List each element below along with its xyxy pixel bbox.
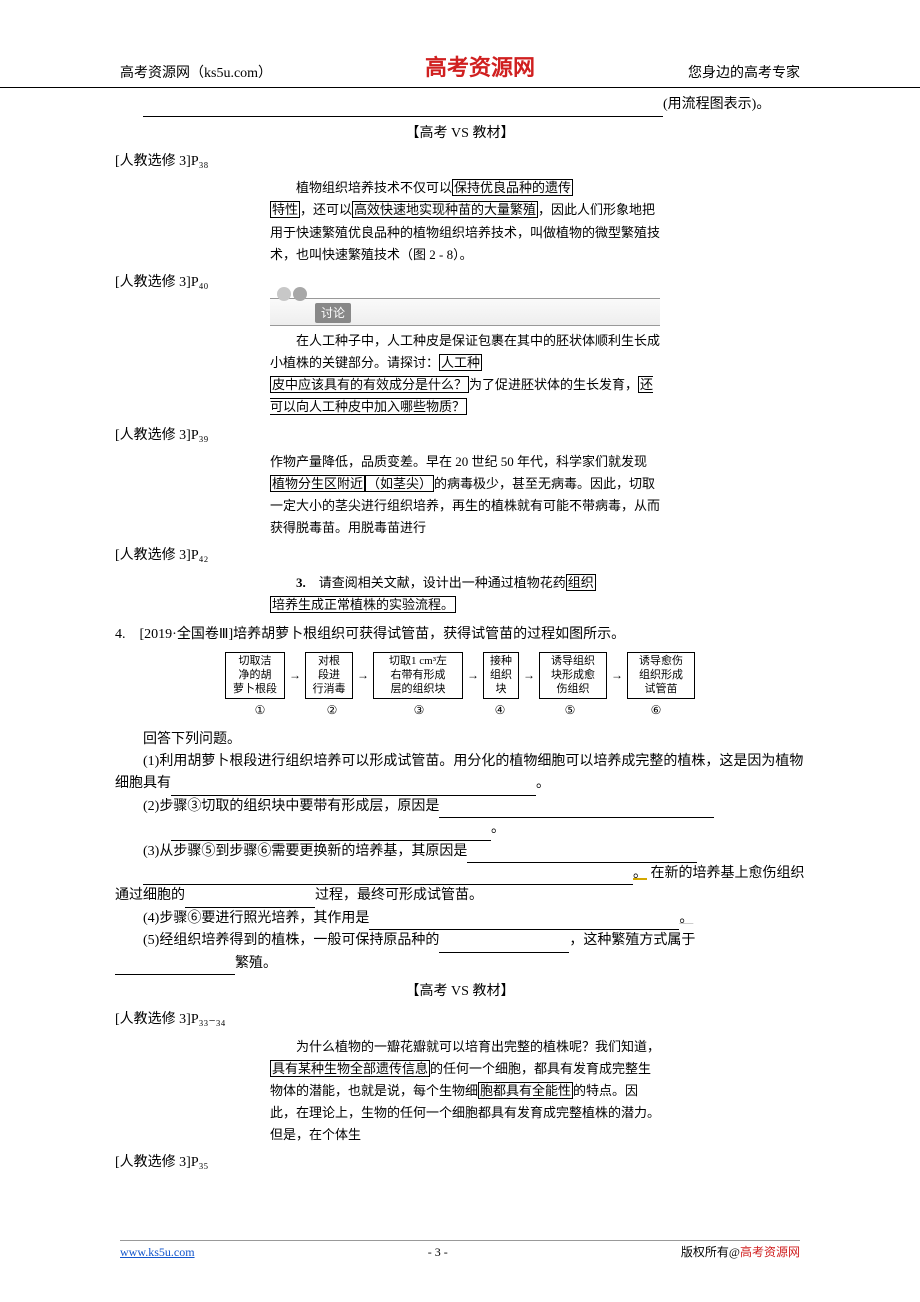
flow-box-5: 诱导组织块形成愈伤组织 — [539, 652, 607, 699]
q4-4: (4)步骤⑥要进行照光培养，其作用是。 — [115, 908, 805, 930]
q4-2: (2)步骤③切取的组织块中要带有形成层，原因是 。 — [115, 796, 805, 841]
footer-copyright: 版权所有@高考资源网 — [681, 1243, 800, 1262]
header-left: 高考资源网（ks5u.com） — [120, 63, 272, 85]
footer-url[interactable]: www.ks5u.com — [120, 1243, 195, 1262]
arrow-icon: → — [522, 666, 536, 685]
arrow-icon: → — [288, 666, 302, 685]
arrow-icon: → — [356, 666, 370, 685]
excerpt-p39: 作物产量降低，品质变差。早在 20 世纪 50 年代，科学家们就发现植物分生区附… — [270, 451, 660, 539]
ref-p39: [人教选修 3]P₃₉ — [115, 425, 805, 447]
flow-chart: 切取洁净的胡萝卜根段 → 对根段进行消毒 → 切取1 cm³左右带有形成层的组织… — [115, 652, 805, 699]
arrow-icon: → — [466, 666, 480, 685]
ref-p35: [人教选修 3]P₃₅ — [115, 1152, 805, 1174]
q4-head: 4. [2019·全国卷Ⅲ]培养胡萝卜根组织可获得试管苗，获得试管苗的过程如图所… — [115, 624, 805, 646]
ref-p40: [人教选修 3]P₄₀ — [115, 272, 805, 294]
flow-box-2: 对根段进行消毒 — [305, 652, 353, 699]
arrow-icon: → — [610, 666, 624, 685]
section-title-1: 【高考 VS 教材】 — [115, 123, 805, 145]
q4-5: (5)经组织培养得到的植株，一般可保持原品种的，这种繁殖方式属于 繁殖。 — [115, 930, 805, 975]
excerpt-p38: 植物组织培养技术不仅可以保持优良品种的遗传 特性，还可以高效快速地实现种苗的大量… — [270, 177, 660, 265]
ref-p38: [人教选修 3]P₃₈ — [115, 151, 805, 173]
header-center-logo: 高考资源网 — [425, 50, 535, 85]
flow-box-4: 接种组织块 — [483, 652, 519, 699]
people-icon — [275, 287, 315, 309]
flow-box-6: 诱导愈伤组织形成试管苗 — [627, 652, 695, 699]
section-title-2: 【高考 VS 教材】 — [115, 981, 805, 1003]
flow-numbers: ① ② ③ ④ ⑤ ⑥ — [115, 701, 805, 720]
page-header: 高考资源网（ks5u.com） 高考资源网 您身边的高考专家 — [0, 0, 920, 88]
flow-box-1: 切取洁净的胡萝卜根段 — [225, 652, 285, 699]
flow-blank-line: (用流程图表示)。 — [115, 94, 805, 116]
discuss-bar: 讨论 — [270, 298, 660, 326]
excerpt-p33: 为什么植物的一瓣花瓣就可以培育出完整的植株呢？我们知道，具有某种生物全部遗传信息… — [270, 1036, 660, 1146]
ref-p42: [人教选修 3]P₄₂ — [115, 545, 805, 567]
excerpt-p40: 讨论 在人工种子中，人工种皮是保证包裹在其中的胚状体顺利生长成小植株的关键部分。… — [270, 298, 660, 418]
flow-box-3: 切取1 cm³左右带有形成层的组织块 — [373, 652, 463, 699]
discuss-button: 讨论 — [315, 303, 351, 323]
q4-3: (3)从步骤⑤到步骤⑥需要更换新的培养基，其原因是 。 在新的培养基上愈伤组织通… — [115, 841, 805, 908]
answer-head: 回答下列问题。 — [115, 729, 805, 751]
excerpt-p42: 3. 请查阅相关文献，设计出一种通过植物花药组织 培养生成正常植株的实验流程。 — [270, 572, 660, 616]
ref-p33-34: [人教选修 3]P₃₃₋₃₄ — [115, 1009, 805, 1031]
page-footer: www.ks5u.com - 3 - 版权所有@高考资源网 — [120, 1240, 800, 1262]
header-right: 您身边的高考专家 — [688, 63, 800, 85]
page-number: - 3 - — [428, 1243, 448, 1262]
q4-1: (1)利用胡萝卜根段进行组织培养可以形成试管苗。用分化的植物细胞可以培养成完整的… — [115, 751, 805, 796]
